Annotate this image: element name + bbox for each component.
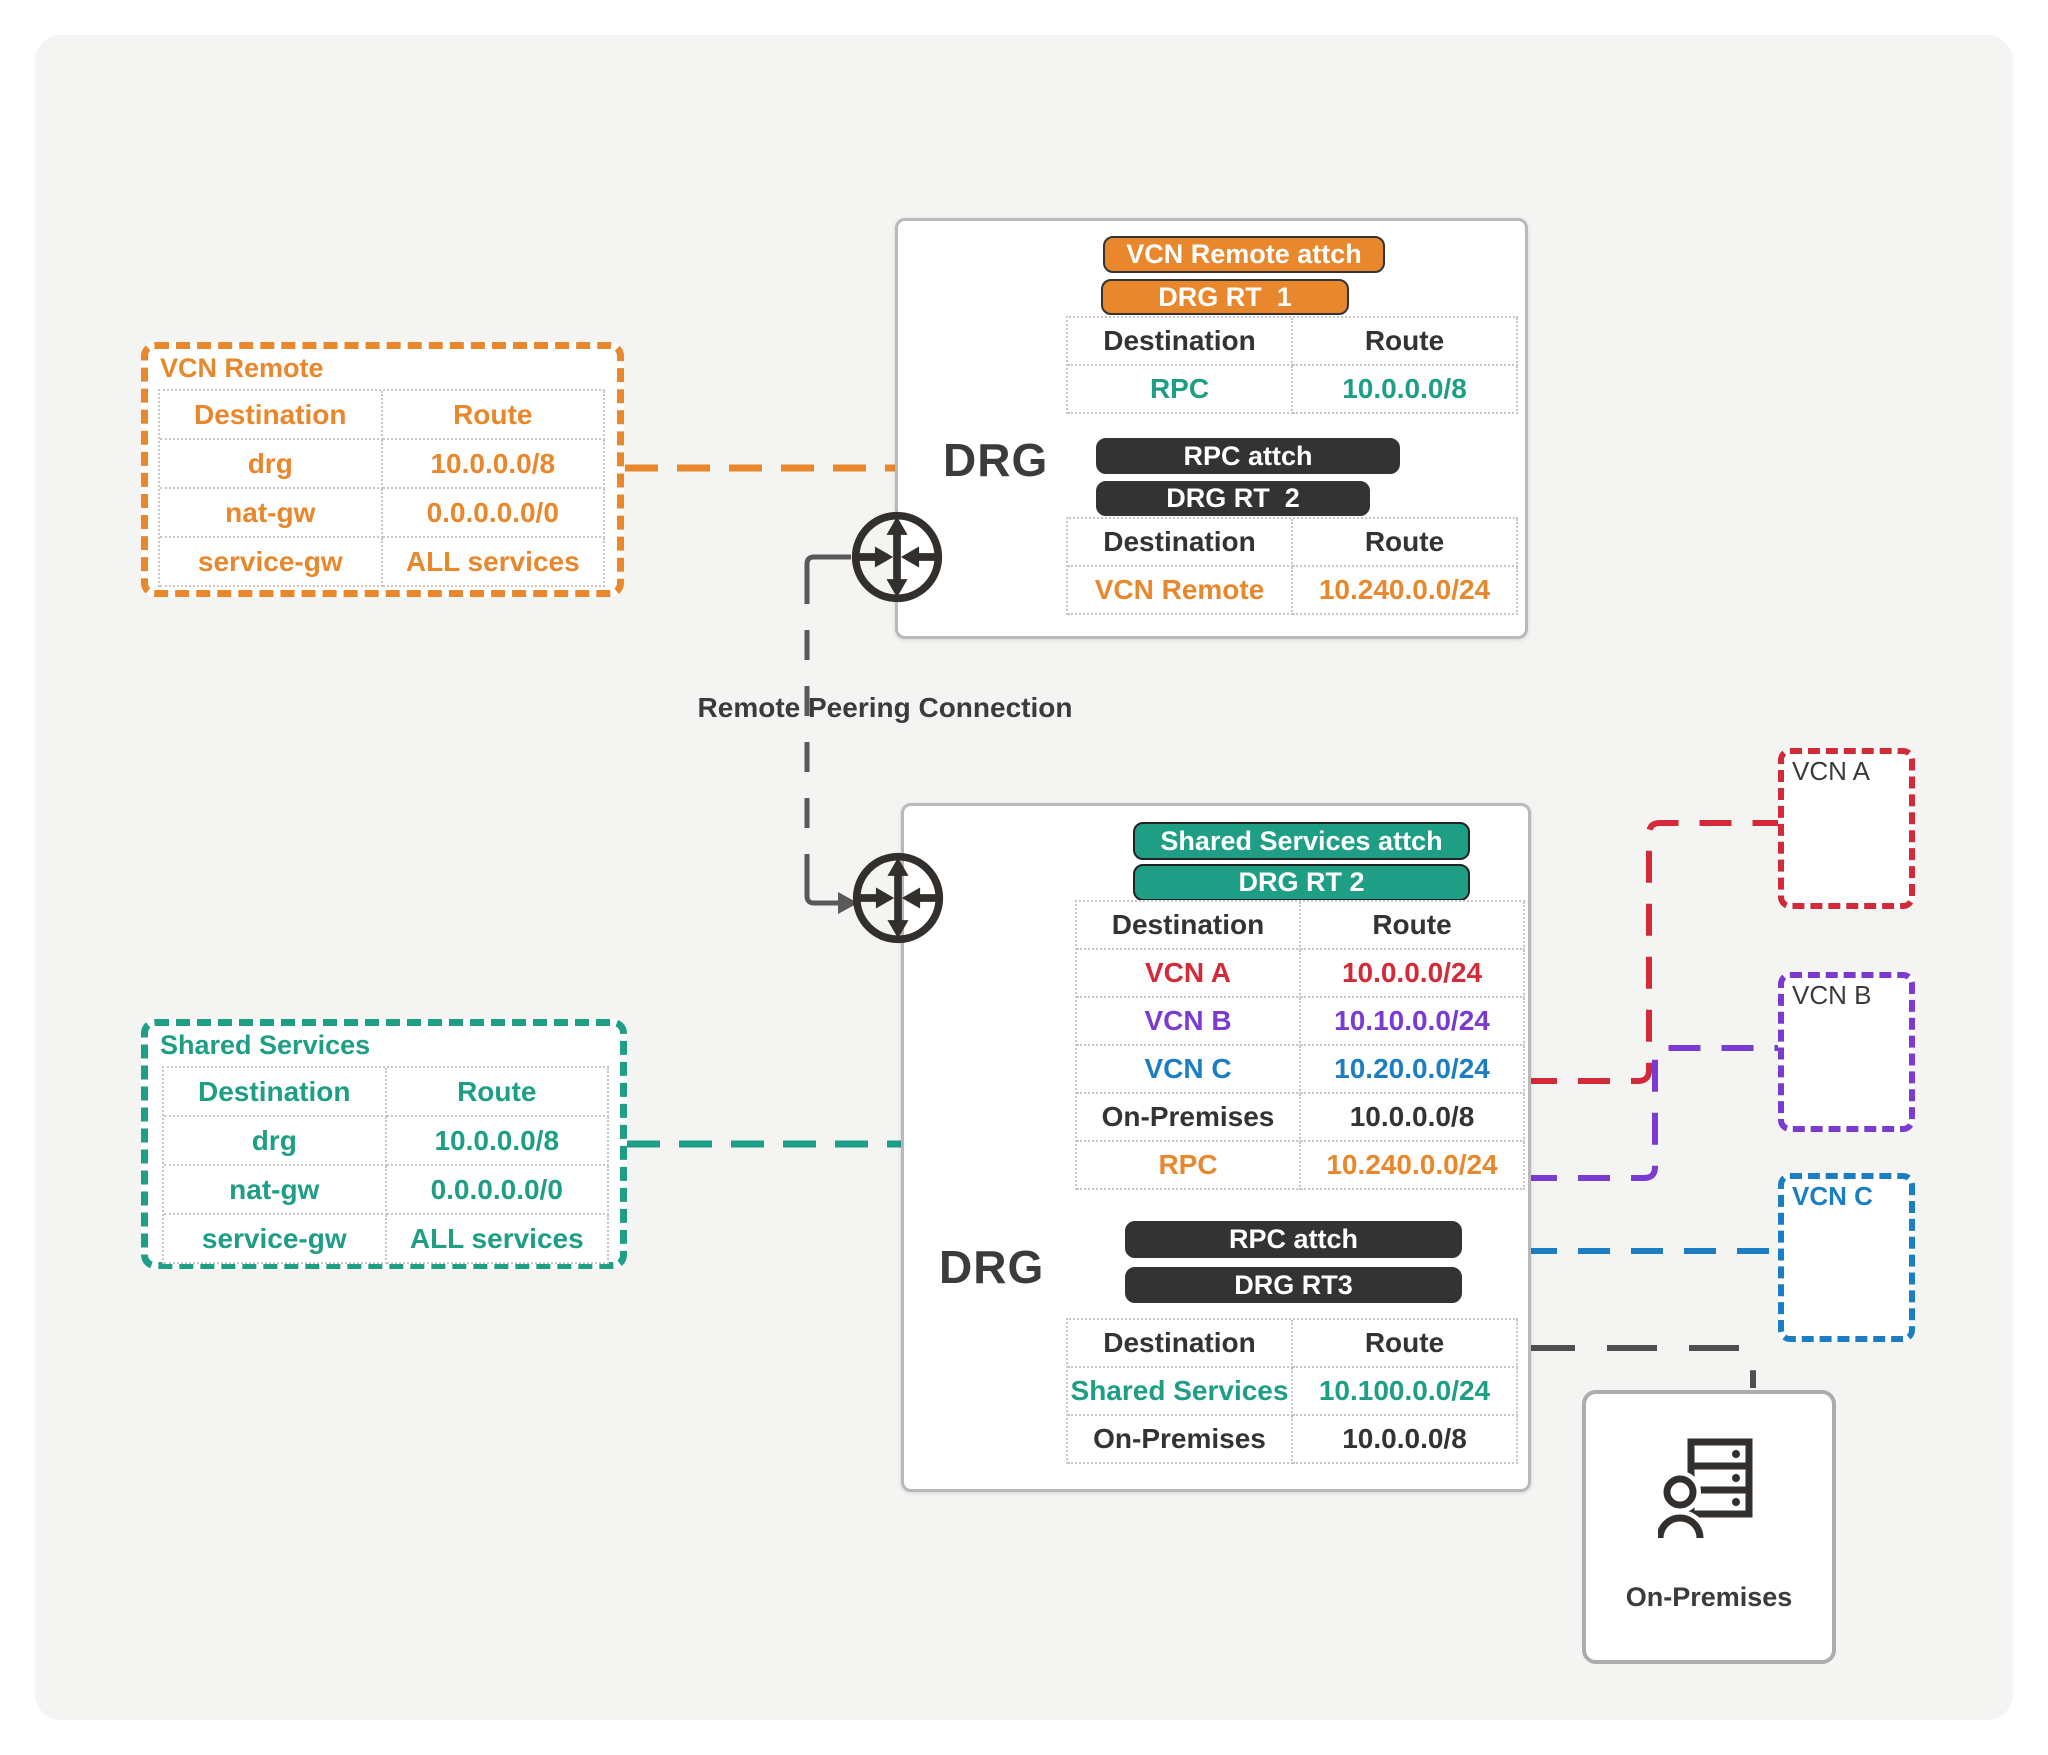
vcn-c-box: VCN C [1778, 1173, 1915, 1342]
column-header: Destination [1068, 1320, 1293, 1368]
route-cell: VCN B [1077, 998, 1301, 1046]
router-icon [852, 852, 944, 944]
route-cell: On-Premises [1077, 1094, 1301, 1142]
drg2-box: DRG Shared Services attch DRG RT 2 Desti… [901, 803, 1531, 1492]
shared-services-panel-title: Shared Services [160, 1030, 371, 1060]
drg1-box: DRG VCN Remote attch DRG RT 1 Destinatio… [895, 218, 1528, 639]
route-cell: nat-gw [164, 1166, 387, 1215]
drg1-rt2-table: Destination Route VCN Remote 10.240.0.0/… [1066, 517, 1518, 615]
route-cell: 0.0.0.0.0/0 [382, 489, 605, 538]
on-premises-box: On-Premises [1582, 1390, 1836, 1664]
route-cell: VCN Remote [1068, 567, 1293, 615]
router-icon [851, 511, 943, 603]
drg2-rt3-pill: DRG RT3 [1125, 1267, 1462, 1303]
vcn-remote-panel: VCN Remote Destination Route drg 10.0.0.… [141, 342, 624, 597]
drg2-rpc-attachment-pill: RPC attch [1125, 1221, 1462, 1258]
drg1-rt2-pill: DRG RT 2 [1096, 481, 1370, 516]
route-cell: 10.240.0.0/24 [1293, 567, 1518, 615]
column-header: Destination [1077, 902, 1301, 950]
vcn-b-label: VCN B [1792, 980, 1872, 1010]
route-cell: 10.0.0.0/8 [1293, 1416, 1518, 1464]
column-header: Route [382, 391, 605, 440]
column-header: Destination [1068, 318, 1293, 366]
column-header: Route [1293, 519, 1518, 567]
drg2-shared-services-attachment-pill: Shared Services attch [1133, 822, 1470, 860]
drg2-rt2-table: Destination Route VCN A 10.0.0.0/24 VCN … [1075, 900, 1525, 1190]
route-cell: VCN A [1077, 950, 1301, 998]
column-header: Destination [164, 1068, 387, 1117]
shared-services-route-table: Destination Route drg 10.0.0.0/8 nat-gw … [162, 1066, 609, 1264]
route-cell: drg [160, 440, 383, 489]
on-premises-icon [1658, 1438, 1753, 1539]
on-premises-label: On-Premises [1625, 1582, 1793, 1612]
route-cell: ALL services [386, 1215, 609, 1264]
column-header: Route [1293, 318, 1518, 366]
route-cell: 10.0.0.0/24 [1301, 950, 1525, 998]
route-cell: 10.100.0.0/24 [1293, 1368, 1518, 1416]
route-cell: 10.0.0.0/8 [386, 1117, 609, 1166]
shared-services-panel: Shared Services Destination Route drg 10… [141, 1019, 627, 1269]
route-cell: 0.0.0.0.0/0 [386, 1166, 609, 1215]
route-cell: 10.10.0.0/24 [1301, 998, 1525, 1046]
drg1-rt1-table: Destination Route RPC 10.0.0.0/8 [1066, 316, 1518, 414]
remote-peering-connection-label: Remote Peering Connection [697, 692, 1073, 723]
column-header: Route [1293, 1320, 1518, 1368]
route-cell: 10.240.0.0/24 [1301, 1142, 1525, 1190]
column-header: Route [1301, 902, 1525, 950]
column-header: Destination [1068, 519, 1293, 567]
vcn-c-label: VCN C [1792, 1181, 1873, 1211]
route-cell: 10.20.0.0/24 [1301, 1046, 1525, 1094]
drg2-label: DRG [939, 1241, 1045, 1293]
drg1-vcn-remote-attachment-pill: VCN Remote attch [1103, 236, 1385, 273]
route-cell: VCN C [1077, 1046, 1301, 1094]
column-header: Destination [160, 391, 383, 440]
route-cell: 10.0.0.0/8 [1293, 366, 1518, 414]
drg1-rt1-pill: DRG RT 1 [1101, 279, 1349, 315]
drg1-rpc-attachment-pill: RPC attch [1096, 438, 1400, 474]
route-cell: 10.0.0.0/8 [1301, 1094, 1525, 1142]
drg2-rt2-pill: DRG RT 2 [1133, 864, 1470, 901]
route-cell: RPC [1077, 1142, 1301, 1190]
vcn-remote-route-table: Destination Route drg 10.0.0.0/8 nat-gw … [158, 389, 605, 587]
route-cell: RPC [1068, 366, 1293, 414]
route-cell: 10.0.0.0/8 [382, 440, 605, 489]
vcn-b-box: VCN B [1778, 972, 1915, 1132]
route-cell: service-gw [160, 538, 383, 587]
route-cell: service-gw [164, 1215, 387, 1264]
vcn-remote-panel-title: VCN Remote [160, 353, 324, 383]
route-cell: On-Premises [1068, 1416, 1293, 1464]
drg1-label: DRG [943, 434, 1049, 486]
column-header: Route [386, 1068, 609, 1117]
drg2-rt3-table: Destination Route Shared Services 10.100… [1066, 1318, 1518, 1464]
route-cell: drg [164, 1117, 387, 1166]
route-cell: nat-gw [160, 489, 383, 538]
vcn-a-label: VCN A [1792, 756, 1871, 786]
route-cell: Shared Services [1068, 1368, 1293, 1416]
vcn-a-box: VCN A [1778, 748, 1915, 909]
route-cell: ALL services [382, 538, 605, 587]
